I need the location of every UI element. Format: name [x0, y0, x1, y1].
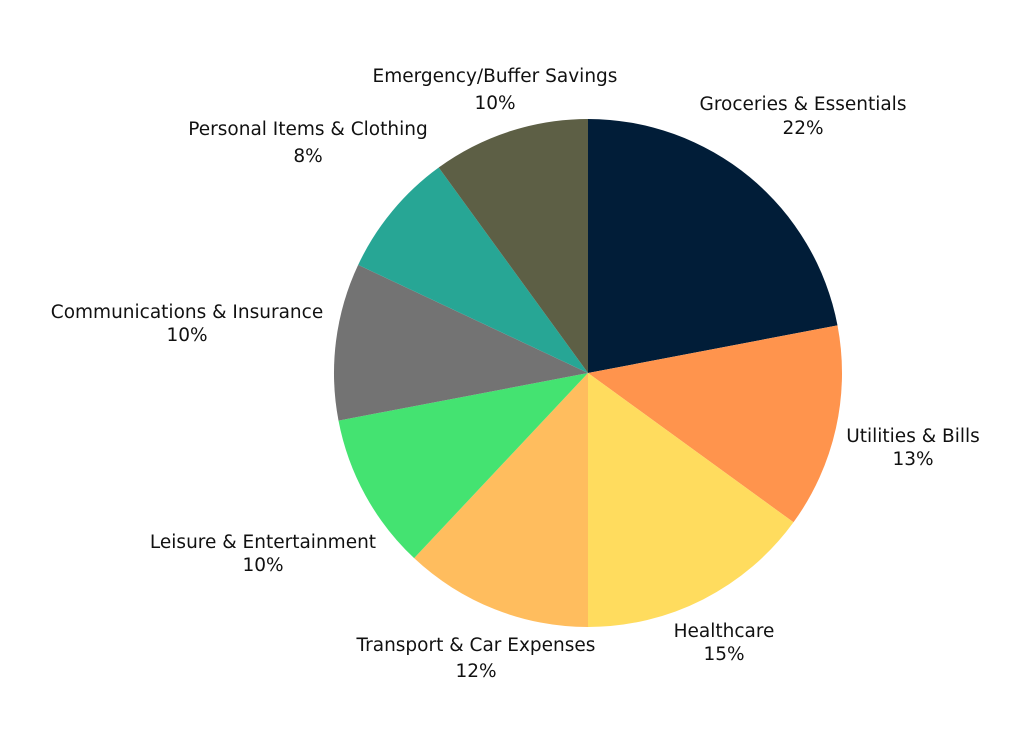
slice-label: Emergency/Buffer Savings: [373, 66, 618, 87]
pie-slice-communications-insurance: [333, 264, 588, 421]
slice-value-label: 22%: [782, 118, 823, 139]
slice-label: Communications & Insurance: [51, 302, 323, 323]
slice-label: Groceries & Essentials: [700, 94, 907, 115]
pie-slice-emergency-buffer-savings: [438, 119, 588, 373]
slice-value-label: 13%: [892, 449, 933, 470]
slices-layer: [333, 119, 842, 627]
pie-slice-groceries-essentials: [588, 119, 838, 373]
slice-label: Healthcare: [674, 621, 775, 642]
pie-slice-utilities-bills: [588, 325, 842, 523]
slice-label: Leisure & Entertainment: [150, 532, 376, 553]
slice-value-label: 10%: [166, 325, 207, 346]
slice-label: Transport & Car Expenses: [356, 635, 596, 656]
slice-value-label: 10%: [242, 555, 283, 576]
pie-slice-personal-items-clothing: [358, 167, 588, 373]
pie-slice-healthcare: [588, 373, 794, 627]
slice-value-label: 15%: [703, 644, 744, 665]
labels-layer: Groceries & Essentials 22% Utilities & Bil…: [51, 66, 980, 682]
slice-value-label: 8%: [293, 146, 322, 167]
slice-value-label: 12%: [455, 661, 496, 682]
pie-slice-transport-car-expenses: [414, 373, 588, 627]
pie-slice-leisure-entertainment: [338, 373, 588, 559]
slice-value-label: 10%: [474, 93, 515, 114]
slice-label: Utilities & Bills: [846, 426, 980, 447]
slice-label: Personal Items & Clothing: [188, 119, 427, 140]
